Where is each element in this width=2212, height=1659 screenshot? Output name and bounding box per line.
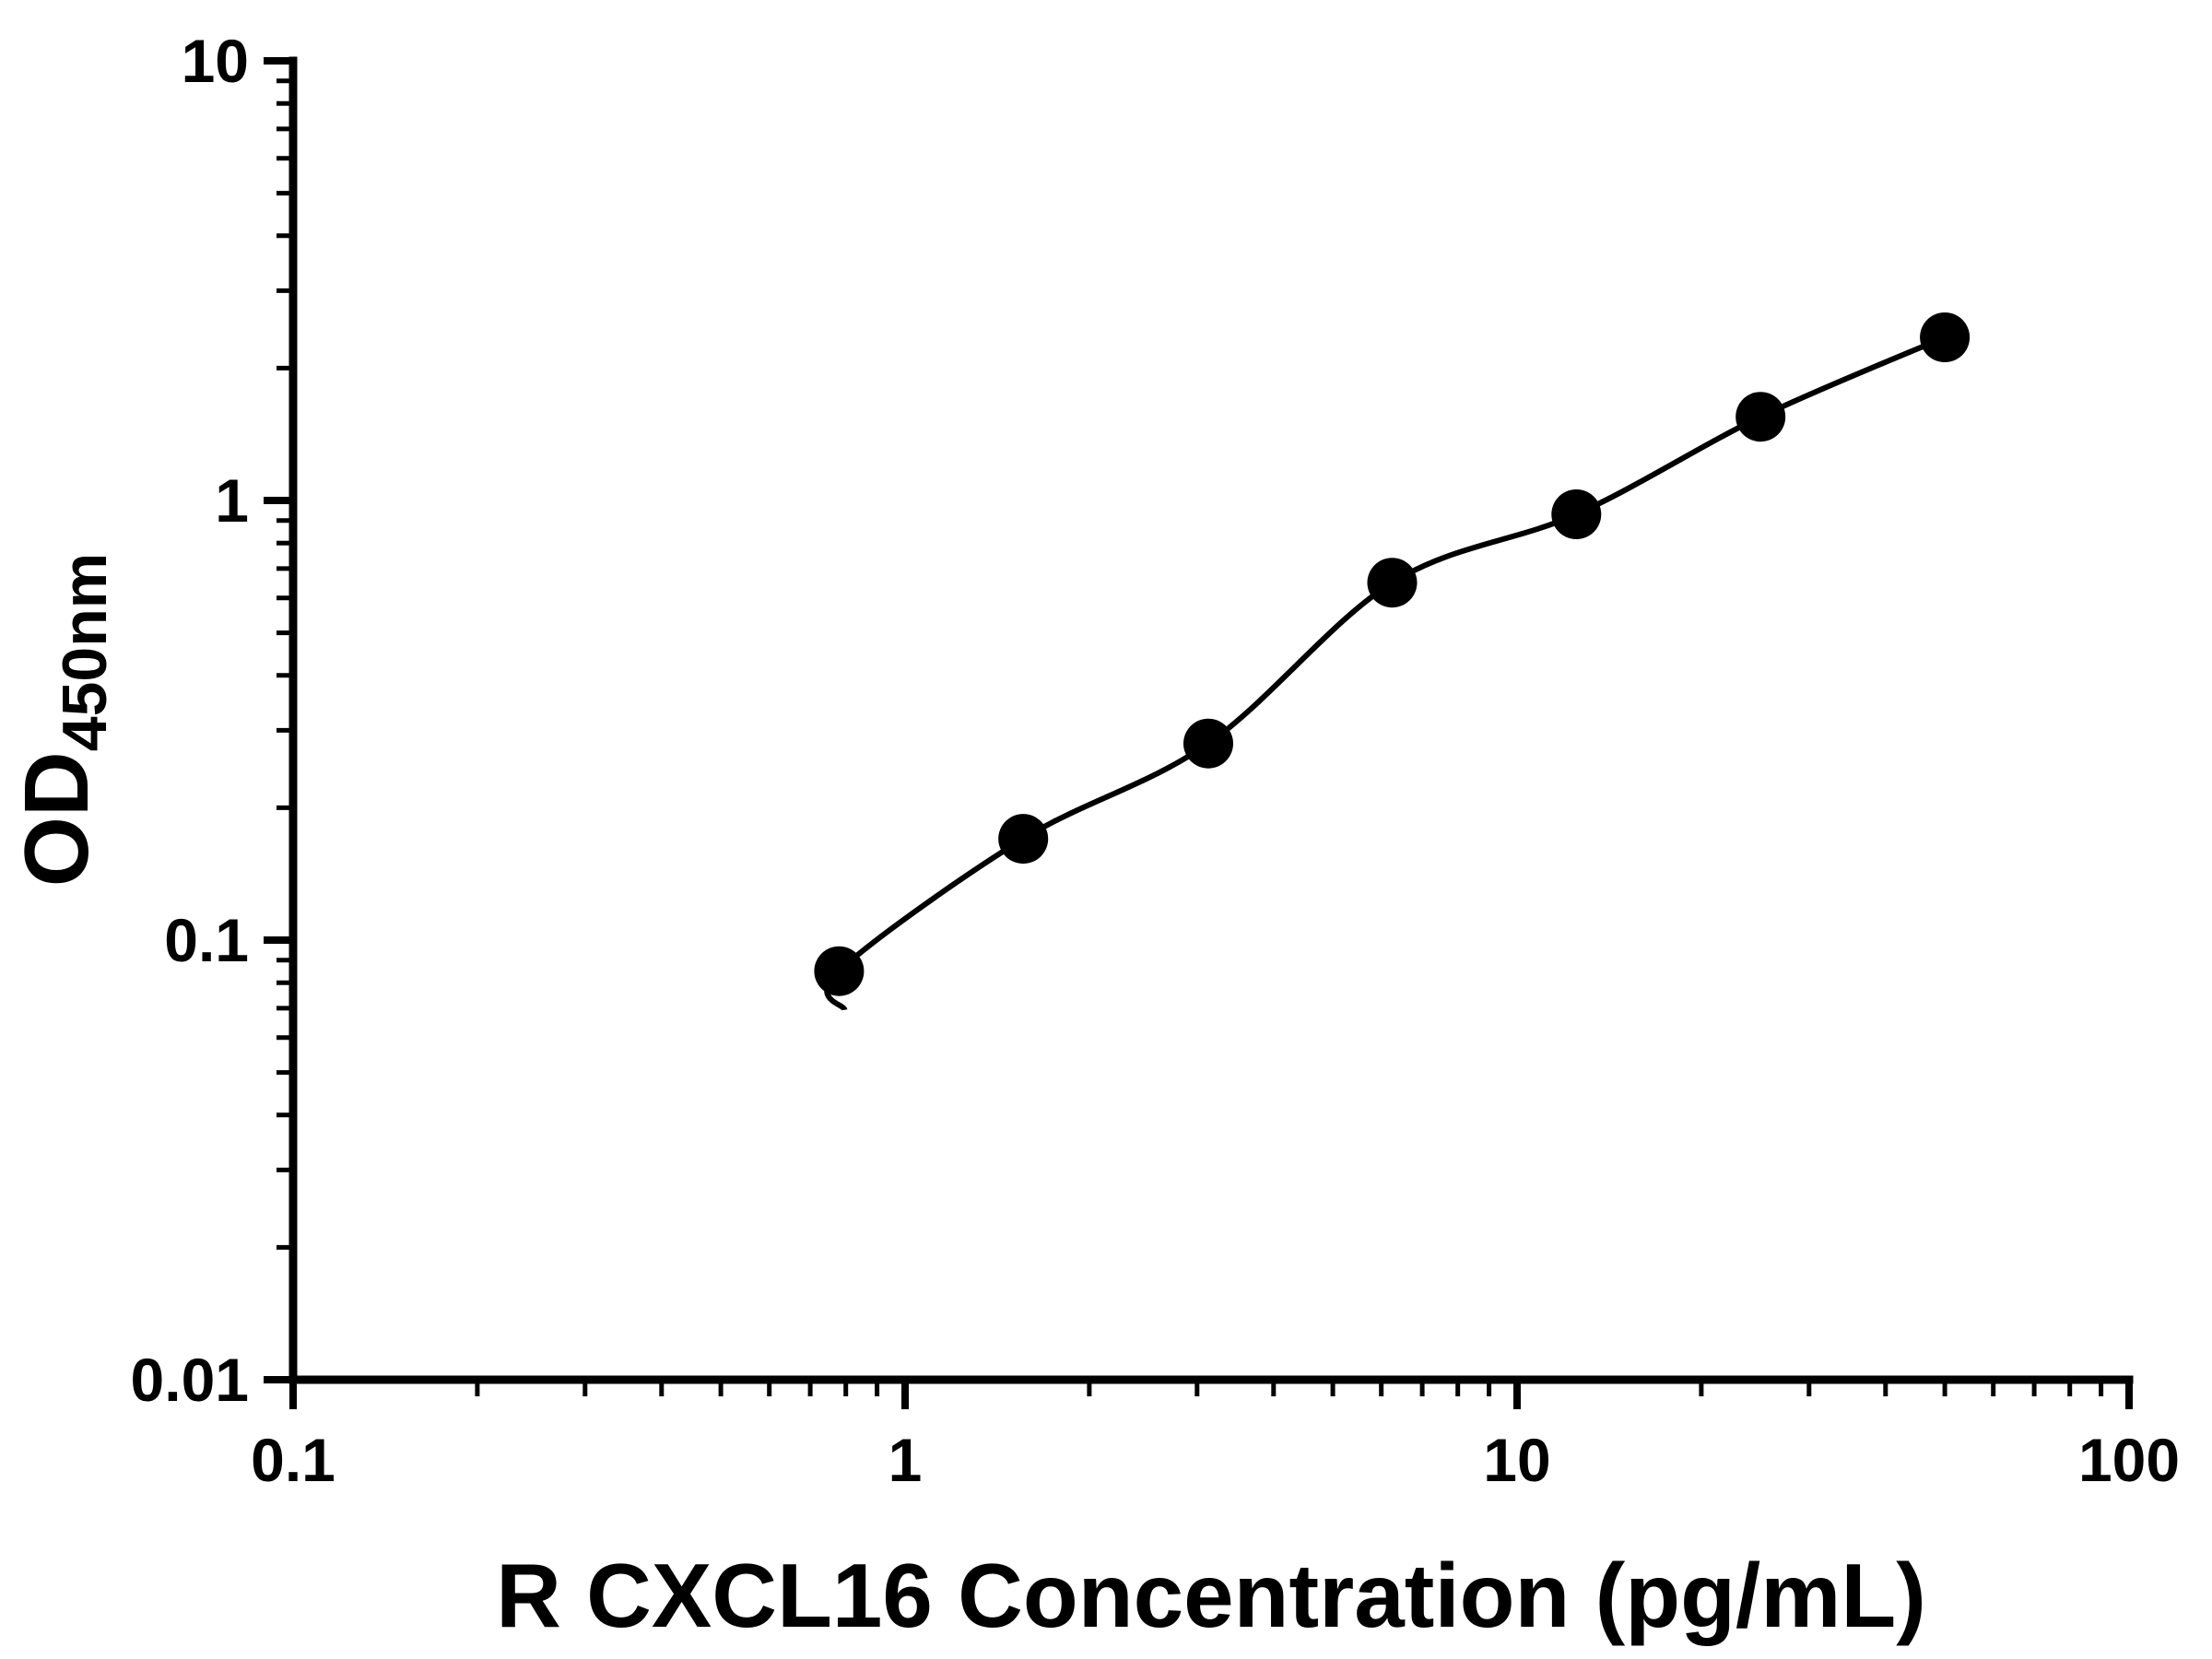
y-axis-title-sub: 450nm bbox=[50, 553, 120, 751]
data-point bbox=[814, 946, 865, 996]
x-tick-label: 1 bbox=[888, 1426, 923, 1494]
x-tick-label: 0.1 bbox=[251, 1426, 335, 1494]
data-point bbox=[1735, 392, 1786, 442]
x-axis-title: R CXCL16 Concentration (pg/mL) bbox=[496, 1545, 1926, 1646]
x-tick-label: 100 bbox=[2078, 1426, 2180, 1494]
x-tick-label: 10 bbox=[1483, 1426, 1550, 1494]
data-point bbox=[1920, 312, 1971, 362]
y-axis-title: OD450nm bbox=[6, 553, 120, 887]
fit-curve bbox=[824, 335, 1947, 1012]
axes-lines bbox=[288, 56, 2134, 1384]
data-point bbox=[1367, 558, 1418, 608]
y-tick-label: 0.1 bbox=[164, 906, 249, 974]
data-point bbox=[998, 814, 1049, 865]
y-tick-label: 10 bbox=[182, 27, 249, 95]
y-tick-label: 1 bbox=[215, 466, 249, 535]
data-point bbox=[1183, 718, 1233, 769]
data-point bbox=[1551, 489, 1602, 539]
y-tick-label: 0.01 bbox=[131, 1346, 249, 1414]
y-axis-title-main: OD bbox=[6, 751, 107, 887]
